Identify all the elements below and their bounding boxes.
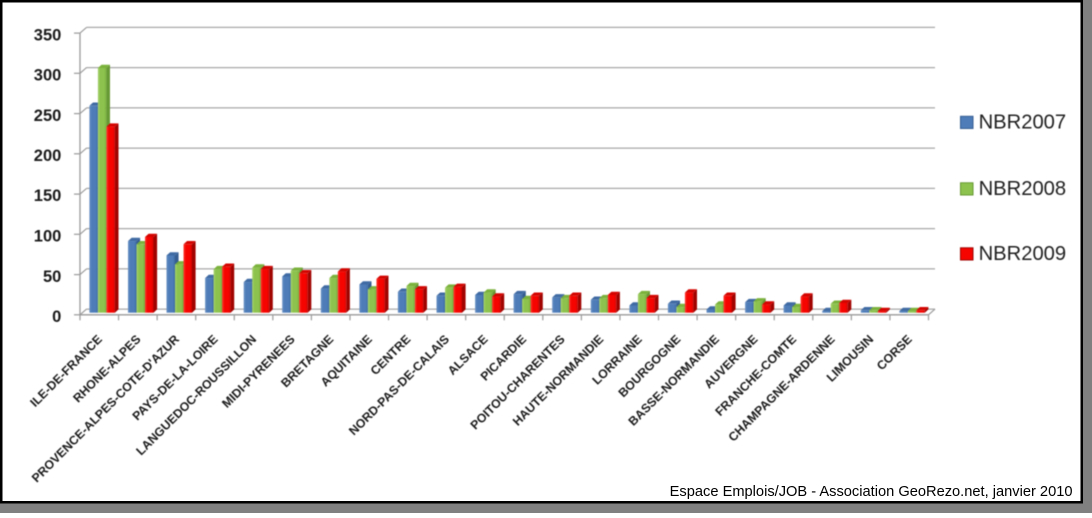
svg-text:NBR2009: NBR2009 — [979, 243, 1067, 265]
svg-text:Espace Emplois/JOB - Associati: Espace Emplois/JOB - Association GeoRezo… — [670, 484, 1073, 500]
svg-text:350: 350 — [34, 26, 62, 44]
svg-text:300: 300 — [34, 67, 62, 85]
svg-text:150: 150 — [34, 187, 62, 205]
svg-text:0: 0 — [52, 308, 61, 326]
svg-text:NBR2007: NBR2007 — [979, 112, 1067, 134]
svg-text:250: 250 — [34, 107, 62, 125]
svg-text:NBR2008: NBR2008 — [979, 178, 1067, 200]
svg-text:200: 200 — [34, 147, 62, 165]
svg-text:100: 100 — [34, 228, 62, 246]
svg-text:50: 50 — [43, 268, 61, 286]
